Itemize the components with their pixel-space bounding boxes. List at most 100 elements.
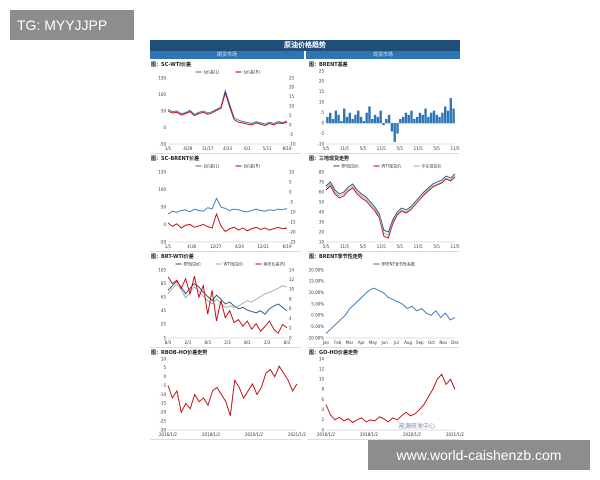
series-line (167, 91, 288, 126)
y-tick-label: 5.00% (311, 301, 324, 306)
basis-bar (382, 123, 385, 126)
x-tick-label: 1/1 (165, 244, 172, 249)
basis-bar (424, 108, 427, 124)
legend-entry: $价差(R) (244, 163, 261, 169)
basis-bar (345, 116, 349, 124)
basis-bar (390, 123, 394, 132)
y-tick-label: -10 (159, 392, 166, 397)
basis-bar (362, 121, 366, 124)
basis-bar (410, 110, 413, 124)
y-right-tick-label: 10 (289, 287, 295, 292)
x-tick-label: 2020/1/2 (245, 432, 263, 437)
y-tick-label: -50 (159, 141, 166, 146)
y-right-tick-label: -10 (289, 141, 296, 146)
chart-brt-wti: 图：BRT-WTI价差 BR现货价 WTI现货价 两市价差(R) 105 85 65 45 25… (150, 253, 301, 348)
x-tick-label: 5/5 (323, 244, 330, 249)
series-line (167, 280, 288, 315)
basis-bar (354, 114, 357, 124)
x-tick-label: 11/5 (451, 146, 460, 151)
y-tick-label: -10 (317, 141, 324, 146)
y-tick-label: 15 (319, 89, 325, 94)
basis-bar (365, 112, 368, 124)
y-tick-label: 0 (163, 374, 166, 379)
y-tick-label: 10 (161, 356, 167, 361)
x-tick-label: 5/11 (263, 146, 272, 151)
x-tick-label: 11/5 (340, 146, 349, 151)
y-tick-label: 40 (319, 209, 325, 214)
series-line (167, 197, 288, 215)
basis-bar (379, 110, 382, 124)
y-tick-label: 100 (158, 187, 166, 192)
x-tick-label: 6/19 (283, 244, 292, 249)
y-tick-label: 5 (163, 365, 166, 370)
y-right-tick-label: -10 (289, 209, 296, 214)
basis-bar (331, 118, 335, 124)
x-tick-label: 5/5 (360, 146, 367, 151)
x-tick-label: 8/3 (244, 340, 251, 345)
legend-entry: WTI现货价 (382, 163, 402, 169)
chart-title: 图：GO-HO价差走势 (309, 350, 358, 356)
report-title: 原油价格趋势 (150, 40, 460, 51)
y-tick-label: 5 (321, 110, 324, 115)
basis-bar (452, 108, 455, 124)
y-right-tick-label: -20 (289, 229, 296, 234)
chart-svg: BR现货价 WTI现货价 两市价差(R) 105 85 65 45 25 5 14 12 10 8 6 4 2… (158, 261, 295, 346)
y-tick-label: 20 (319, 229, 325, 234)
x-tick-label: Jul (393, 340, 399, 345)
basis-bar (399, 118, 402, 124)
y-tick-label: 20 (319, 79, 325, 84)
series-line (325, 176, 456, 239)
legend-entry: 两市价差(R) (264, 261, 286, 267)
watermark-banner: www.world-caishenzb.com (368, 440, 590, 470)
report-page: 原油价格趋势 期货市场 现货市场 图：SC-WTI价差 $价差(L) $价差(R) 1… (150, 40, 464, 440)
y-tick-label: 70 (319, 179, 325, 184)
x-tick-label: Apr (358, 340, 365, 345)
x-tick-label: Aug (404, 340, 412, 345)
x-tick-label: Oct (428, 340, 435, 345)
basis-bar (438, 116, 441, 124)
x-tick-label: 2021/1/2 (288, 432, 306, 437)
y-tick-label: 10 (319, 239, 325, 244)
y-tick-label: 6 (321, 397, 324, 402)
basis-bar (393, 123, 396, 142)
y-tick-label: 150 (158, 169, 166, 174)
legend-entry: BRENT季节性系数 (382, 261, 416, 267)
chart-title: 图：BRENT季节性走势 (309, 254, 363, 260)
chart-title: 图：三地现货走势 (309, 156, 350, 162)
y-tick-label: 60 (319, 189, 325, 194)
left-header: 期货市场 (150, 51, 304, 59)
y-tick-label: 85 (161, 281, 167, 286)
y-right-tick-label: 25 (289, 75, 295, 80)
basis-bar (357, 110, 360, 124)
chart-rbob-ho: 图：RBOB-HO价差走势 10 5 0 -5 -10 -15 -20 -25 -30 2016/1… (150, 349, 306, 440)
y-right-tick-label: 10 (289, 169, 295, 174)
x-tick-label: 4/23 (223, 146, 232, 151)
x-tick-label: 12/21 (257, 244, 269, 249)
y-right-tick-label: -5 (289, 199, 293, 204)
x-tick-label: 11/5 (340, 244, 349, 249)
x-tick-label: 5/5 (433, 244, 440, 249)
y-right-tick-label: 5 (289, 179, 292, 184)
x-tick-label: 5/5 (396, 146, 403, 151)
x-tick-label: Jan (322, 340, 330, 345)
basis-bar (351, 118, 354, 124)
y-tick-label: 80 (319, 169, 325, 174)
basis-bar (359, 116, 363, 124)
series-line (167, 212, 288, 233)
chart-title: 图：SC-WTI价差 (151, 62, 192, 68)
tg-badge: TG: MYYJJPP (10, 10, 134, 40)
basis-bar (432, 110, 436, 124)
basis-bar (334, 110, 338, 124)
basis-bar (429, 112, 433, 124)
basis-bar (407, 114, 410, 124)
basis-bar (418, 112, 422, 124)
y-tick-label: 150 (158, 75, 166, 80)
y-tick-label: 45 (161, 308, 167, 313)
y-right-tick-label: 0 (289, 189, 292, 194)
basis-bar (348, 112, 352, 124)
basis-bar (443, 106, 447, 124)
x-tick-label: 8/3 (204, 340, 211, 345)
series-line (325, 173, 456, 233)
